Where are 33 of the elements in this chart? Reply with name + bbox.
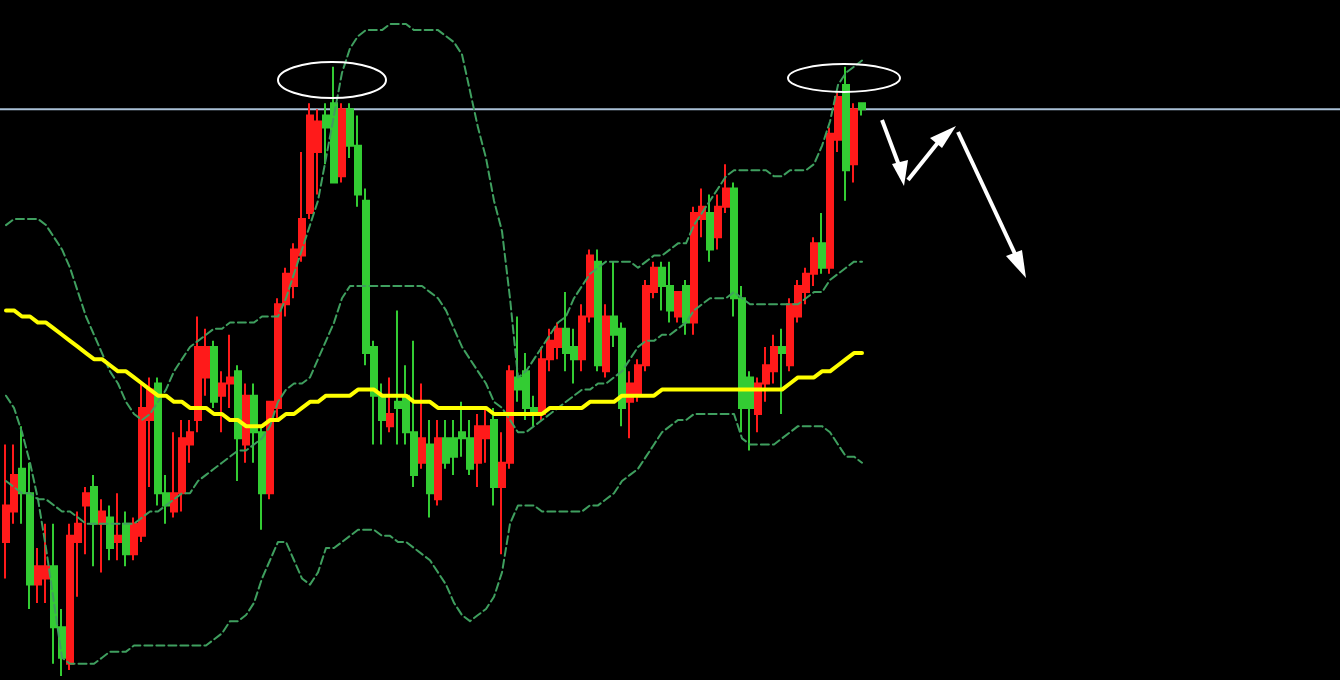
candlestick	[394, 309, 402, 446]
candlestick	[418, 382, 426, 470]
candlestick	[858, 102, 866, 117]
candlestick	[666, 260, 674, 324]
candlestick	[338, 102, 346, 184]
candlestick	[434, 419, 442, 507]
candlestick	[442, 419, 450, 470]
candlestick	[474, 412, 482, 489]
candlestick	[674, 291, 682, 324]
candlestick	[178, 419, 186, 513]
candlestick	[682, 278, 690, 336]
candlestick	[842, 65, 850, 202]
candlestick	[818, 211, 826, 275]
candlestick	[2, 443, 10, 580]
candlestick	[594, 248, 602, 373]
candlestick	[778, 327, 786, 415]
candlestick	[850, 102, 858, 184]
candlestick	[90, 473, 98, 568]
candlestick	[122, 510, 130, 568]
candlestick	[426, 419, 434, 519]
candlestick	[386, 376, 394, 434]
candlestick	[106, 504, 114, 562]
candlestick	[602, 303, 610, 379]
candlestick	[210, 339, 218, 409]
candlestick	[98, 498, 106, 574]
candlestick	[410, 339, 418, 489]
candlestick	[490, 406, 498, 507]
candlestick	[706, 193, 714, 263]
candlestick	[242, 382, 250, 464]
candlestick	[42, 522, 50, 604]
candlestick	[330, 65, 338, 184]
candlestick	[114, 492, 122, 562]
candlestick	[234, 364, 242, 483]
